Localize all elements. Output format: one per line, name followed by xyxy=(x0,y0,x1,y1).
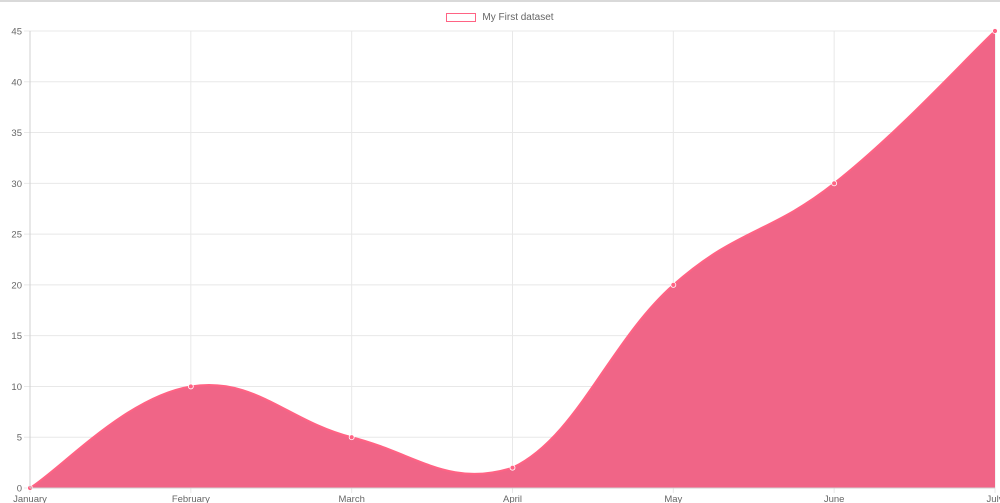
legend[interactable]: My First dataset xyxy=(0,12,1000,23)
y-tick-label: 30 xyxy=(11,179,22,190)
series-area xyxy=(30,31,995,488)
x-tick-label: January xyxy=(13,494,47,503)
y-tick-label: 45 xyxy=(11,27,22,38)
x-tick-label: June xyxy=(824,494,845,503)
x-tick-label: April xyxy=(503,494,522,503)
data-point[interactable] xyxy=(670,281,677,288)
x-tick-label: March xyxy=(338,494,364,503)
y-tick-label: 0 xyxy=(17,484,22,495)
y-tick-label: 25 xyxy=(11,230,22,241)
y-tick-label: 5 xyxy=(17,433,22,444)
legend-swatch xyxy=(446,13,477,22)
y-tick-label: 15 xyxy=(11,331,22,342)
y-tick-label: 35 xyxy=(11,128,22,139)
data-point[interactable] xyxy=(992,28,998,34)
data-point[interactable] xyxy=(831,180,838,187)
x-tick-label: February xyxy=(172,494,210,503)
y-tick-label: 40 xyxy=(11,77,22,88)
area-series xyxy=(27,28,998,491)
x-tick-label: July xyxy=(987,494,1000,503)
data-point[interactable] xyxy=(187,383,194,390)
axes: 0 5 10 15 20 25 30 35 40 45 January February March Ap… xyxy=(11,27,1000,503)
legend-label: My First dataset xyxy=(482,12,554,23)
x-tick-label: May xyxy=(664,494,682,503)
data-point[interactable] xyxy=(348,434,355,441)
data-point[interactable] xyxy=(509,464,516,471)
y-tick-label: 20 xyxy=(11,280,22,291)
y-tick-label: 10 xyxy=(11,382,22,393)
